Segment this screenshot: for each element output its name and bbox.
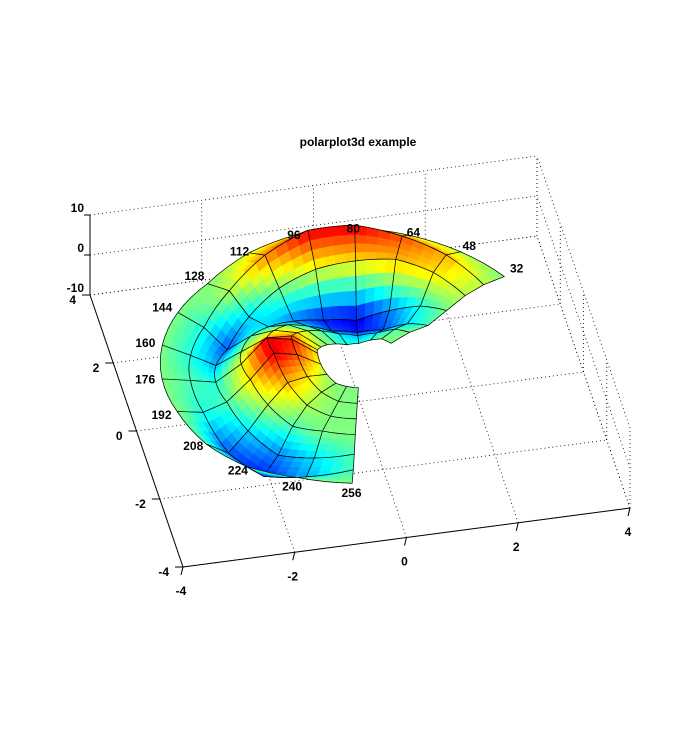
angle-tick-label: 96 xyxy=(287,228,301,242)
angle-tick-label: 112 xyxy=(230,244,250,258)
surface-patch xyxy=(325,444,337,452)
angle-tick-label: 224 xyxy=(228,464,248,478)
surface-patch xyxy=(337,290,348,307)
angle-tick-label: 256 xyxy=(341,486,361,500)
surface-patch xyxy=(349,414,357,420)
surface-patch xyxy=(336,439,347,446)
tick-mark xyxy=(404,537,407,546)
y-tick-label: -4 xyxy=(158,565,169,579)
angle-tick-label: 240 xyxy=(282,480,302,494)
surface-patch xyxy=(364,272,376,290)
y-tick-label: 0 xyxy=(116,429,123,443)
angle-tick-label: 176 xyxy=(135,373,155,387)
surface-patch xyxy=(326,438,338,446)
z-tick-label: -10 xyxy=(67,281,85,295)
surface-patch xyxy=(365,243,378,253)
surface-patch xyxy=(343,242,356,254)
surface-patch xyxy=(355,273,366,292)
y-tick-label: 2 xyxy=(93,361,100,375)
angle-tick-label: 144 xyxy=(152,300,172,314)
surface-patch xyxy=(365,251,377,261)
surface-patch xyxy=(167,363,176,373)
surface-patch xyxy=(365,258,377,275)
surface-patch xyxy=(181,366,190,375)
surface-patch xyxy=(364,286,375,304)
surface-patch xyxy=(330,225,344,237)
surface-patch xyxy=(336,276,348,293)
x-tick-label: 4 xyxy=(625,525,632,539)
surface-patch xyxy=(355,288,366,306)
surface-patch xyxy=(355,259,367,277)
surface-patch xyxy=(346,290,357,306)
angle-tick-label: 32 xyxy=(510,261,524,275)
surface-patch xyxy=(325,263,337,281)
surface-patch xyxy=(159,361,169,372)
x-tick-label: 0 xyxy=(401,555,408,569)
surface-patch xyxy=(347,422,357,428)
chart-title: polarplot3d example xyxy=(300,135,417,149)
surface-patch xyxy=(347,305,357,321)
surface-patch xyxy=(345,275,357,292)
surface-patch xyxy=(318,226,333,239)
surface-patch xyxy=(347,426,357,431)
x-tick-label: 2 xyxy=(513,540,520,554)
surface-patch xyxy=(352,394,359,400)
angle-tick-label: 192 xyxy=(151,408,171,422)
surface-patch xyxy=(345,260,357,278)
surface-patch xyxy=(338,305,349,321)
angle-tick-label: 160 xyxy=(135,336,155,350)
y-tick-label: 4 xyxy=(69,293,76,307)
surface-patch xyxy=(350,410,358,416)
surface-patch xyxy=(343,233,356,245)
z-tick-label: 0 xyxy=(77,241,84,255)
surface-patch xyxy=(354,242,367,253)
surface-patch xyxy=(355,251,367,262)
x-tick-label: -2 xyxy=(287,569,298,583)
angle-tick-label: 208 xyxy=(183,439,203,453)
surface-patch xyxy=(335,261,347,279)
tick-mark xyxy=(515,522,519,531)
surface-patch xyxy=(345,433,356,440)
surface-patch xyxy=(374,272,386,288)
surface-patch xyxy=(174,364,183,374)
angle-tick-label: 48 xyxy=(463,239,477,253)
surface-patch xyxy=(346,429,356,435)
surface-patch xyxy=(375,251,388,260)
surface-patch xyxy=(374,258,387,274)
x-tick-label: -4 xyxy=(176,584,187,598)
surface-patch xyxy=(350,406,358,412)
angle-tick-label: 128 xyxy=(184,269,204,283)
tick-mark xyxy=(292,552,296,561)
surface-patch xyxy=(348,418,357,424)
surface-patch xyxy=(352,398,358,404)
surface-patch xyxy=(351,402,358,408)
angle-tick-label: 64 xyxy=(407,225,421,239)
surface-patch xyxy=(332,243,346,256)
surface-patch xyxy=(331,234,345,246)
y-tick-label: -2 xyxy=(135,497,146,511)
z-tick-label: 10 xyxy=(71,201,85,215)
tick-mark xyxy=(180,566,184,576)
mesh-cell xyxy=(380,328,411,344)
angle-tick-label: 80 xyxy=(347,222,361,236)
surface-patch xyxy=(373,285,384,302)
surface-patch xyxy=(326,277,338,294)
tick-mark xyxy=(627,507,631,517)
surface-patch xyxy=(353,391,359,396)
mesh-cell xyxy=(297,469,354,484)
